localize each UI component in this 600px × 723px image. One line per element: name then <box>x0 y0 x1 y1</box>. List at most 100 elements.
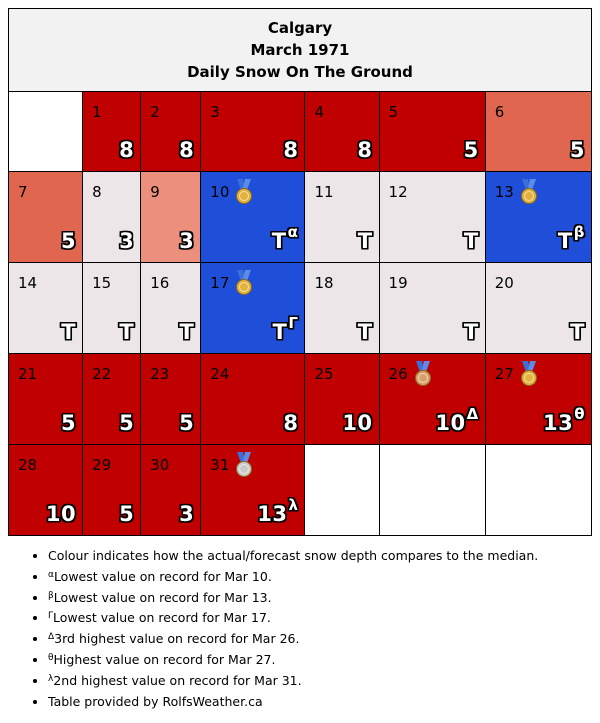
snow-depth-value: Tβ <box>558 223 585 253</box>
empty-day-cell <box>484 444 593 536</box>
snow-depth-value: 8 <box>179 138 194 162</box>
snow-depth-value: T <box>570 320 585 344</box>
medal-icon <box>414 361 431 386</box>
value-text: T <box>179 320 195 344</box>
legend-notes: Colour indicates how the actual/forecast… <box>10 546 590 712</box>
snow-depth-value: 5 <box>464 138 479 162</box>
day-number: 5 <box>388 103 399 121</box>
day-number: 4 <box>314 103 324 121</box>
value-text: 8 <box>357 138 373 162</box>
day-number: 9 <box>150 183 160 201</box>
day-cell: 19 T <box>378 262 486 354</box>
day-number: 29 <box>92 456 112 474</box>
day-number: 14 <box>18 274 38 292</box>
day-number: 28 <box>18 456 38 474</box>
snow-depth-value: 5 <box>119 502 134 526</box>
medal-icon <box>520 179 537 204</box>
snow-depth-value: 5 <box>61 411 76 435</box>
note-marker: λ <box>48 673 54 684</box>
value-text: 5 <box>179 411 195 435</box>
day-number: 19 <box>388 274 408 292</box>
value-text: T <box>357 229 373 253</box>
value-text: 8 <box>119 138 135 162</box>
note-text: Table provided by RolfsWeather.ca <box>48 693 263 709</box>
snow-depth-value: 3 <box>119 229 134 253</box>
value-text: 3 <box>179 229 195 253</box>
snow-depth-value: 10Δ <box>435 405 478 435</box>
snow-depth-value: Tα <box>271 223 299 253</box>
snow-depth-value: T <box>61 320 76 344</box>
medal-icon <box>520 361 537 386</box>
day-cell: 16 T <box>140 262 202 354</box>
snow-depth-value: 5 <box>570 138 585 162</box>
note-marker: Δ <box>48 632 55 643</box>
value-text: 5 <box>569 138 585 162</box>
note-text: Colour indicates how the actual/forecast… <box>48 548 539 563</box>
note-item: Table provided by RolfsWeather.ca <box>48 692 590 713</box>
day-cell: 26 10Δ <box>378 353 486 445</box>
day-number: 21 <box>18 365 38 383</box>
day-cell: 15 T <box>82 262 142 354</box>
snow-depth-value: T <box>358 320 373 344</box>
note-item: Δ3rd highest value on record for Mar 26. <box>48 629 590 650</box>
medal-icon <box>236 179 253 204</box>
day-number: 15 <box>92 274 112 292</box>
day-number: 12 <box>388 183 408 201</box>
medal-icon <box>236 270 253 295</box>
snow-depth-value: 13θ <box>543 405 585 435</box>
value-text: 5 <box>119 502 135 526</box>
value-text: T <box>463 229 479 253</box>
day-number: 2 <box>150 103 160 121</box>
day-number: 24 <box>210 365 230 383</box>
day-number: 3 <box>210 103 220 121</box>
note-text: Highest value on record for Mar 27. <box>53 651 276 667</box>
snow-depth-value: 3 <box>179 229 194 253</box>
medal-icon <box>236 452 253 477</box>
day-number: 16 <box>150 274 170 292</box>
day-number: 18 <box>314 274 334 292</box>
snow-depth-value: 5 <box>61 229 76 253</box>
day-cell: 10 Tα <box>200 171 306 263</box>
note-marker: Γ <box>48 611 54 622</box>
note-text: 2nd highest value on record for Mar 31. <box>53 672 302 688</box>
value-text: T <box>272 320 288 344</box>
day-cell: 30 3 <box>140 444 202 536</box>
note-item: λ2nd highest value on record for Mar 31. <box>48 671 590 692</box>
record-footnote-marker: β <box>573 223 585 241</box>
empty-day-cell <box>378 444 486 536</box>
note-text: Lowest value on record for Mar 10. <box>53 568 272 584</box>
snow-calendar: Calgary March 1971 Daily Snow On The Gro… <box>7 8 593 536</box>
day-cell: 21 5 <box>7 353 84 445</box>
value-text: 5 <box>119 411 135 435</box>
day-cell: 25 10 <box>304 353 380 445</box>
value-text: 3 <box>119 229 135 253</box>
day-number: 23 <box>150 365 170 383</box>
day-number: 26 <box>388 365 408 383</box>
note-item: ΓLowest value on record for Mar 17. <box>48 608 590 629</box>
day-cell: 20 T <box>484 262 593 354</box>
day-number: 6 <box>494 103 505 121</box>
day-cell: 29 5 <box>82 444 142 536</box>
snow-depth-value: 3 <box>179 502 194 526</box>
week-row: 28 10 29 5 30 3 31 13λ <box>7 444 593 536</box>
snow-depth-value: T <box>464 229 479 253</box>
day-cell: 24 8 <box>200 353 306 445</box>
value-text: 8 <box>283 411 299 435</box>
day-number: 10 <box>210 183 230 201</box>
day-number: 8 <box>92 183 102 201</box>
value-text: 5 <box>463 138 479 162</box>
snow-depth-value: 8 <box>283 411 298 435</box>
value-text: 10 <box>45 502 77 526</box>
value-text: T <box>271 229 287 253</box>
value-text: T <box>61 320 77 344</box>
day-number: 1 <box>92 103 102 121</box>
snow-depth-value: 10 <box>342 411 372 435</box>
empty-day-cell <box>304 444 380 536</box>
title-month: March 1971 <box>250 41 350 59</box>
snow-depth-value: T <box>358 229 373 253</box>
notes-list: Colour indicates how the actual/forecast… <box>10 546 590 712</box>
